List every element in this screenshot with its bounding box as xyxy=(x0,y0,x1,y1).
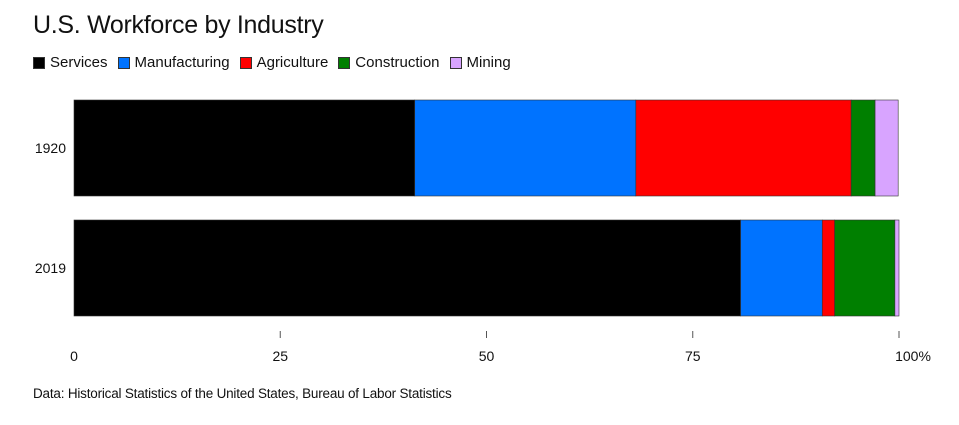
legend-label: Agriculture xyxy=(256,54,329,71)
bar-1920-construction xyxy=(850,99,876,197)
category-label: 2019 xyxy=(35,260,66,276)
legend-swatch xyxy=(33,56,45,69)
legend-item-agriculture: Agriculture xyxy=(239,54,329,71)
x-tick-label: 50 xyxy=(479,348,495,364)
bar-1920-manufacturing xyxy=(414,99,637,197)
x-tick-label: 0 xyxy=(70,348,78,364)
source-note: Data: Historical Statistics of the Unite… xyxy=(33,386,452,401)
legend-label: Construction xyxy=(355,54,440,71)
bar-2019-services xyxy=(73,219,741,317)
legend-item-services: Services xyxy=(33,54,108,71)
legend-item-mining: Mining xyxy=(449,54,511,71)
category-label: 1920 xyxy=(35,140,66,156)
legend-item-manufacturing: Manufacturing xyxy=(117,54,230,71)
legend: Services Manufacturing Agriculture Construc… xyxy=(33,54,521,71)
bar-2019-manufacturing xyxy=(740,219,823,317)
legend-swatch xyxy=(449,56,462,69)
bar-2019-mining xyxy=(894,219,900,317)
legend-swatch xyxy=(117,56,130,69)
bar-1920-agriculture xyxy=(635,99,852,197)
legend-swatch xyxy=(239,56,252,69)
x-tick-label: 75 xyxy=(685,348,701,364)
legend-label: Manufacturing xyxy=(134,54,230,71)
legend-label: Mining xyxy=(466,54,511,71)
legend-item-construction: Construction xyxy=(338,54,440,71)
x-tick-label: 25 xyxy=(272,348,288,364)
bar-2019-agriculture xyxy=(821,219,835,317)
bar-1920-mining xyxy=(874,99,899,197)
legend-swatch xyxy=(338,56,351,69)
bar-2019-construction xyxy=(834,219,896,317)
chart-title: U.S. Workforce by Industry xyxy=(33,11,324,39)
bar-1920-services xyxy=(73,99,416,197)
legend-label: Services xyxy=(50,54,108,71)
x-tick-label: 100% xyxy=(895,348,931,364)
